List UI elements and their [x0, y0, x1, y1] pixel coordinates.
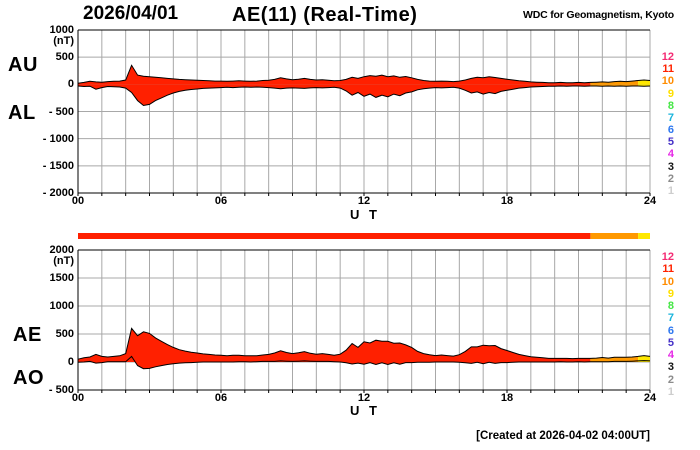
y-tick-label: 1500 [49, 272, 74, 284]
x-tick-label: 24 [643, 392, 657, 404]
x-tick-label: 00 [71, 392, 85, 404]
plot-title: AE(11) (Real-Time) [232, 4, 418, 26]
plot-date: 2026/04/01 [83, 3, 179, 24]
x-tick-label: 18 [500, 195, 514, 207]
al-curve [77, 85, 651, 107]
legend-item: 12 [661, 51, 674, 63]
label-al: AL [8, 102, 36, 124]
legend-item: 7 [667, 312, 674, 325]
y-tick-label: 1000 [49, 300, 74, 312]
y-tick-label: 1000 [49, 24, 74, 36]
au-curve [77, 64, 651, 84]
legend-item: 8 [667, 99, 674, 112]
au-area [638, 80, 650, 85]
legend-item: 2 [667, 373, 674, 386]
legend-item: 7 [667, 111, 674, 124]
legend-item: 5 [667, 336, 674, 349]
ut-axis-label-bottom: U T [350, 403, 380, 418]
ao-curve [77, 355, 651, 370]
legend-item: 9 [667, 87, 674, 100]
legend-item: 6 [667, 324, 674, 337]
label-ao: AO [13, 367, 44, 389]
legend-item: 11 [662, 263, 674, 276]
label-au: AU [8, 54, 38, 76]
legend-item: 12 [661, 251, 674, 263]
legend-item: 10 [661, 75, 674, 88]
unit-label-bottom: (nT) [53, 255, 74, 267]
x-tick-label: 06 [214, 195, 228, 207]
legend-item: 5 [667, 136, 674, 149]
x-tick-label: 12 [357, 195, 371, 207]
y-tick-label: 0 [67, 78, 74, 91]
legend-item: 1 [667, 184, 674, 197]
x-tick-label: 00 [71, 195, 85, 207]
y-tick-label: - 2000 [42, 187, 74, 199]
y-tick-label: - 500 [48, 384, 74, 396]
quality-bar-segment [590, 233, 639, 239]
x-tick-label: 06 [214, 392, 228, 404]
created-timestamp: [Created at 2026-04-02 04:00UT] [476, 430, 650, 442]
legend-item: 9 [667, 287, 674, 300]
unit-label-top: (nT) [53, 35, 74, 47]
y-tick-label: - 1000 [42, 132, 74, 145]
au-area [590, 80, 639, 85]
legend-item: 6 [667, 124, 674, 137]
quality-bar-segment [78, 233, 591, 239]
legend-item: 4 [667, 349, 674, 362]
ae-curve [77, 327, 651, 360]
y-tick-label: 500 [55, 51, 74, 64]
legend-item: 3 [667, 160, 674, 173]
ut-axis-label-top: U T [350, 207, 380, 222]
y-tick-label: 0 [67, 356, 74, 368]
legend-item: 1 [667, 385, 674, 398]
y-tick-label: 500 [55, 328, 74, 340]
legend-item: 4 [667, 148, 674, 161]
ae-area [78, 328, 591, 362]
legend-item: 3 [667, 361, 674, 374]
data-source-label: WDC for Geomagnetism, Kyoto [523, 9, 674, 21]
legend-item: 8 [667, 300, 674, 313]
x-tick-label: 24 [643, 195, 657, 207]
x-tick-label: 18 [500, 392, 514, 404]
au-area [78, 65, 591, 85]
y-tick-label: - 500 [48, 105, 74, 118]
legend-item: 11 [662, 63, 674, 76]
legend-item: 2 [667, 172, 674, 185]
legend-item: 10 [661, 275, 674, 288]
quality-bar-segment [638, 233, 650, 239]
label-ae: AE [13, 324, 42, 346]
y-tick-label: - 1500 [42, 159, 74, 172]
x-tick-label: 12 [357, 392, 371, 404]
y-tick-label: 2000 [49, 244, 74, 256]
